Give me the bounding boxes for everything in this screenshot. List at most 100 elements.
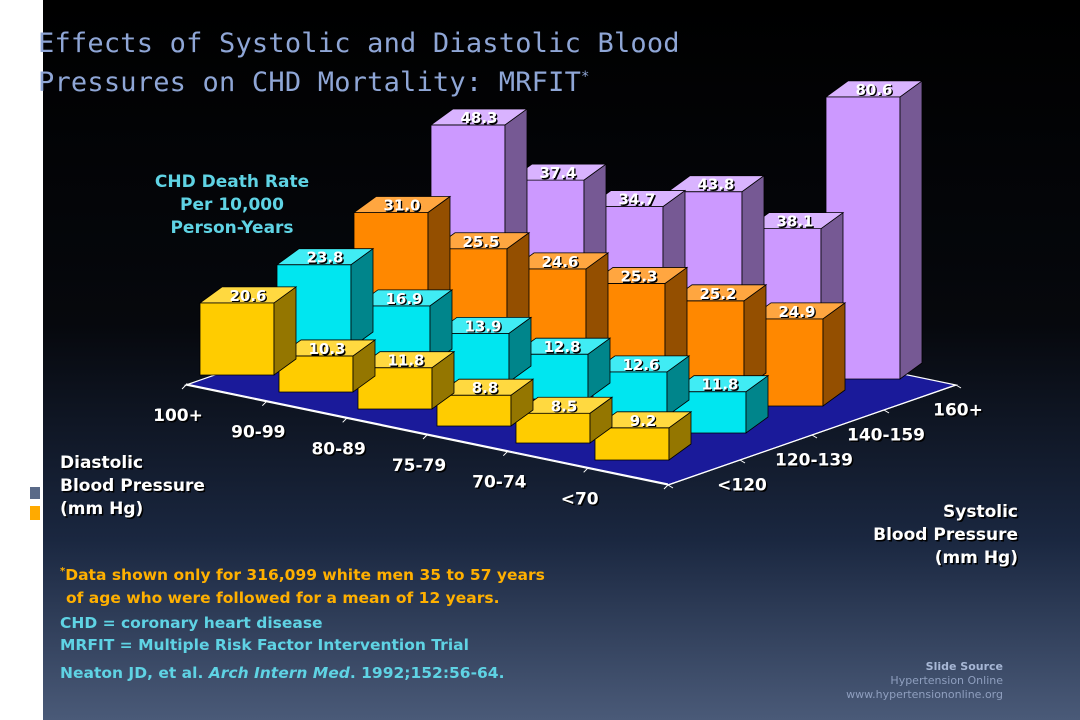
diastolic-tick-label-shadow: 70-74 — [474, 474, 529, 494]
data-label: 25.5 — [462, 233, 499, 251]
systolic-tick — [811, 434, 818, 439]
systolic-tick — [955, 384, 962, 389]
diastolic-tick — [422, 434, 428, 440]
data-label: 24.6 — [541, 253, 578, 271]
data-label-shadow: 25.5 — [464, 234, 501, 252]
footnote-mrfit: MRFIT = Multiple Risk Factor Interventio… — [60, 636, 469, 654]
data-label-shadow: 9.2 — [631, 413, 658, 431]
diastolic-tick-label-shadow: 80-89 — [313, 441, 367, 461]
data-label: 43.8 — [697, 176, 734, 194]
diastolic-axis-title-shadow: Blood Pressure — [62, 478, 207, 498]
bar-front-face — [436, 394, 512, 427]
slide-title-line-1: Effects of Systolic and Diastolic Blood — [38, 28, 680, 59]
diastolic-axis-title-shadow: Diastolic — [62, 455, 145, 475]
data-label: 34.7 — [618, 191, 655, 209]
bar-140-159-<70: 24.924.9 — [747, 302, 847, 407]
data-label-shadow: 38.1 — [778, 214, 815, 232]
data-label-shadow: 11.8 — [703, 377, 740, 395]
bar-side-face — [743, 284, 767, 390]
data-label: 25.2 — [699, 285, 736, 303]
systolic-tick — [883, 409, 890, 414]
bar-120-139-<70: 11.811.8 — [670, 374, 770, 434]
diastolic-axis-title-shadow: (mm Hg) — [62, 501, 145, 521]
diastolic-tick-label-shadow: 75-79 — [393, 458, 447, 478]
bar-top-face — [824, 80, 924, 98]
bar-<120-<70: 9.29.2 — [593, 411, 693, 461]
decorative-block-gray — [30, 487, 40, 499]
bar-top-face — [198, 286, 298, 304]
slide-source: Slide Source Hypertension Online www.hyp… — [846, 660, 1003, 701]
chart-ylabel: CHD Death Rate Per 10,000 Person-Years — [154, 172, 310, 238]
systolic-tick-label-shadow: 140-159 — [848, 427, 926, 447]
data-label: 31.0 — [383, 197, 420, 215]
data-label-shadow: 12.6 — [624, 357, 661, 375]
slide-title-line-2: Pressures on CHD Mortality: MRFIT* — [38, 67, 590, 98]
diastolic-tick-label: <70 — [561, 489, 599, 509]
data-label: 10.3 — [308, 340, 345, 358]
data-label: 13.9 — [464, 317, 501, 335]
data-label-shadow: 25.3 — [622, 269, 659, 287]
diastolic-tick-label-shadow: <70 — [562, 491, 600, 511]
diastolic-tick — [502, 451, 508, 457]
footnote-line-1: *Data shown only for 316,099 white men 3… — [60, 566, 545, 585]
data-label: 25.3 — [620, 267, 657, 285]
data-label-shadow: 24.9 — [780, 304, 817, 322]
title-asterisk: * — [581, 69, 590, 85]
bar-120-139-70-74: 12.612.6 — [591, 355, 691, 417]
systolic-tick-label-shadow: 160+ — [935, 402, 985, 422]
bar-<120-70-74: 8.58.5 — [514, 396, 614, 444]
data-label: 16.9 — [385, 290, 422, 308]
diastolic-tick — [342, 417, 348, 423]
systolic-tick-label: 140-159 — [847, 426, 925, 446]
systolic-axis-title-shadow: Blood Pressure — [875, 527, 1020, 547]
diastolic-tick-label-shadow: 100+ — [155, 408, 205, 428]
bar-side-face — [822, 302, 846, 407]
diastolic-tick — [663, 484, 669, 490]
decorative-block-yellow — [30, 506, 40, 520]
data-label-shadow: 80.6 — [857, 82, 894, 100]
footnote-line-2: of age who were followed for a mean of 1… — [66, 589, 500, 607]
bar-top-face — [666, 175, 766, 193]
data-label-shadow: 37.4 — [541, 165, 578, 183]
systolic-axis-title-shadow: (mm Hg) — [936, 550, 1019, 570]
systolic-axis-title: Systolic — [943, 502, 1018, 522]
data-label: 24.9 — [778, 303, 815, 321]
bar-top-face — [429, 108, 529, 126]
bar-side-face — [350, 247, 374, 349]
systolic-tick-label-shadow: <120 — [719, 477, 769, 497]
data-label: 11.8 — [701, 376, 738, 394]
diastolic-tick — [261, 401, 267, 407]
systolic-tick — [667, 484, 674, 489]
data-label-shadow: 11.8 — [389, 353, 426, 371]
diastolic-tick-label-shadow: 90-99 — [233, 424, 287, 444]
data-label-shadow: 25.2 — [701, 286, 738, 304]
systolic-axis-title: (mm Hg) — [935, 548, 1018, 568]
diastolic-tick — [583, 467, 589, 473]
data-label: 12.6 — [622, 356, 659, 374]
systolic-axis-title-shadow: Systolic — [945, 504, 1020, 524]
data-label: 8.5 — [551, 397, 578, 415]
bar-160+-<70: 80.680.6 — [824, 80, 924, 380]
diastolic-tick-label: 100+ — [153, 406, 203, 426]
diastolic-tick — [181, 384, 187, 390]
bar-front-face — [594, 427, 670, 461]
systolic-tick-label: <120 — [717, 476, 767, 496]
citation: Neaton JD, et al. Arch Intern Med. 1992;… — [60, 664, 505, 682]
bar-<120-90-99: 10.310.3 — [277, 339, 377, 393]
diastolic-axis-title: Diastolic — [60, 453, 143, 473]
data-label-shadow: 31.0 — [385, 198, 422, 216]
data-label: 48.3 — [460, 109, 497, 127]
decorative-lines — [25, 68, 45, 120]
left-white-bar — [0, 0, 43, 720]
data-label: 9.2 — [630, 412, 657, 430]
systolic-tick-label: 120-139 — [775, 451, 853, 471]
data-label: 80.6 — [855, 81, 892, 99]
bar-front-face — [199, 302, 275, 376]
data-label: 11.8 — [387, 352, 424, 370]
diastolic-axis-title: Blood Pressure — [60, 476, 205, 496]
data-label-shadow: 48.3 — [462, 110, 499, 128]
data-label: 38.1 — [776, 213, 813, 231]
bar-<120-80-89: 11.811.8 — [356, 350, 456, 410]
data-label-shadow: 12.8 — [545, 340, 582, 358]
